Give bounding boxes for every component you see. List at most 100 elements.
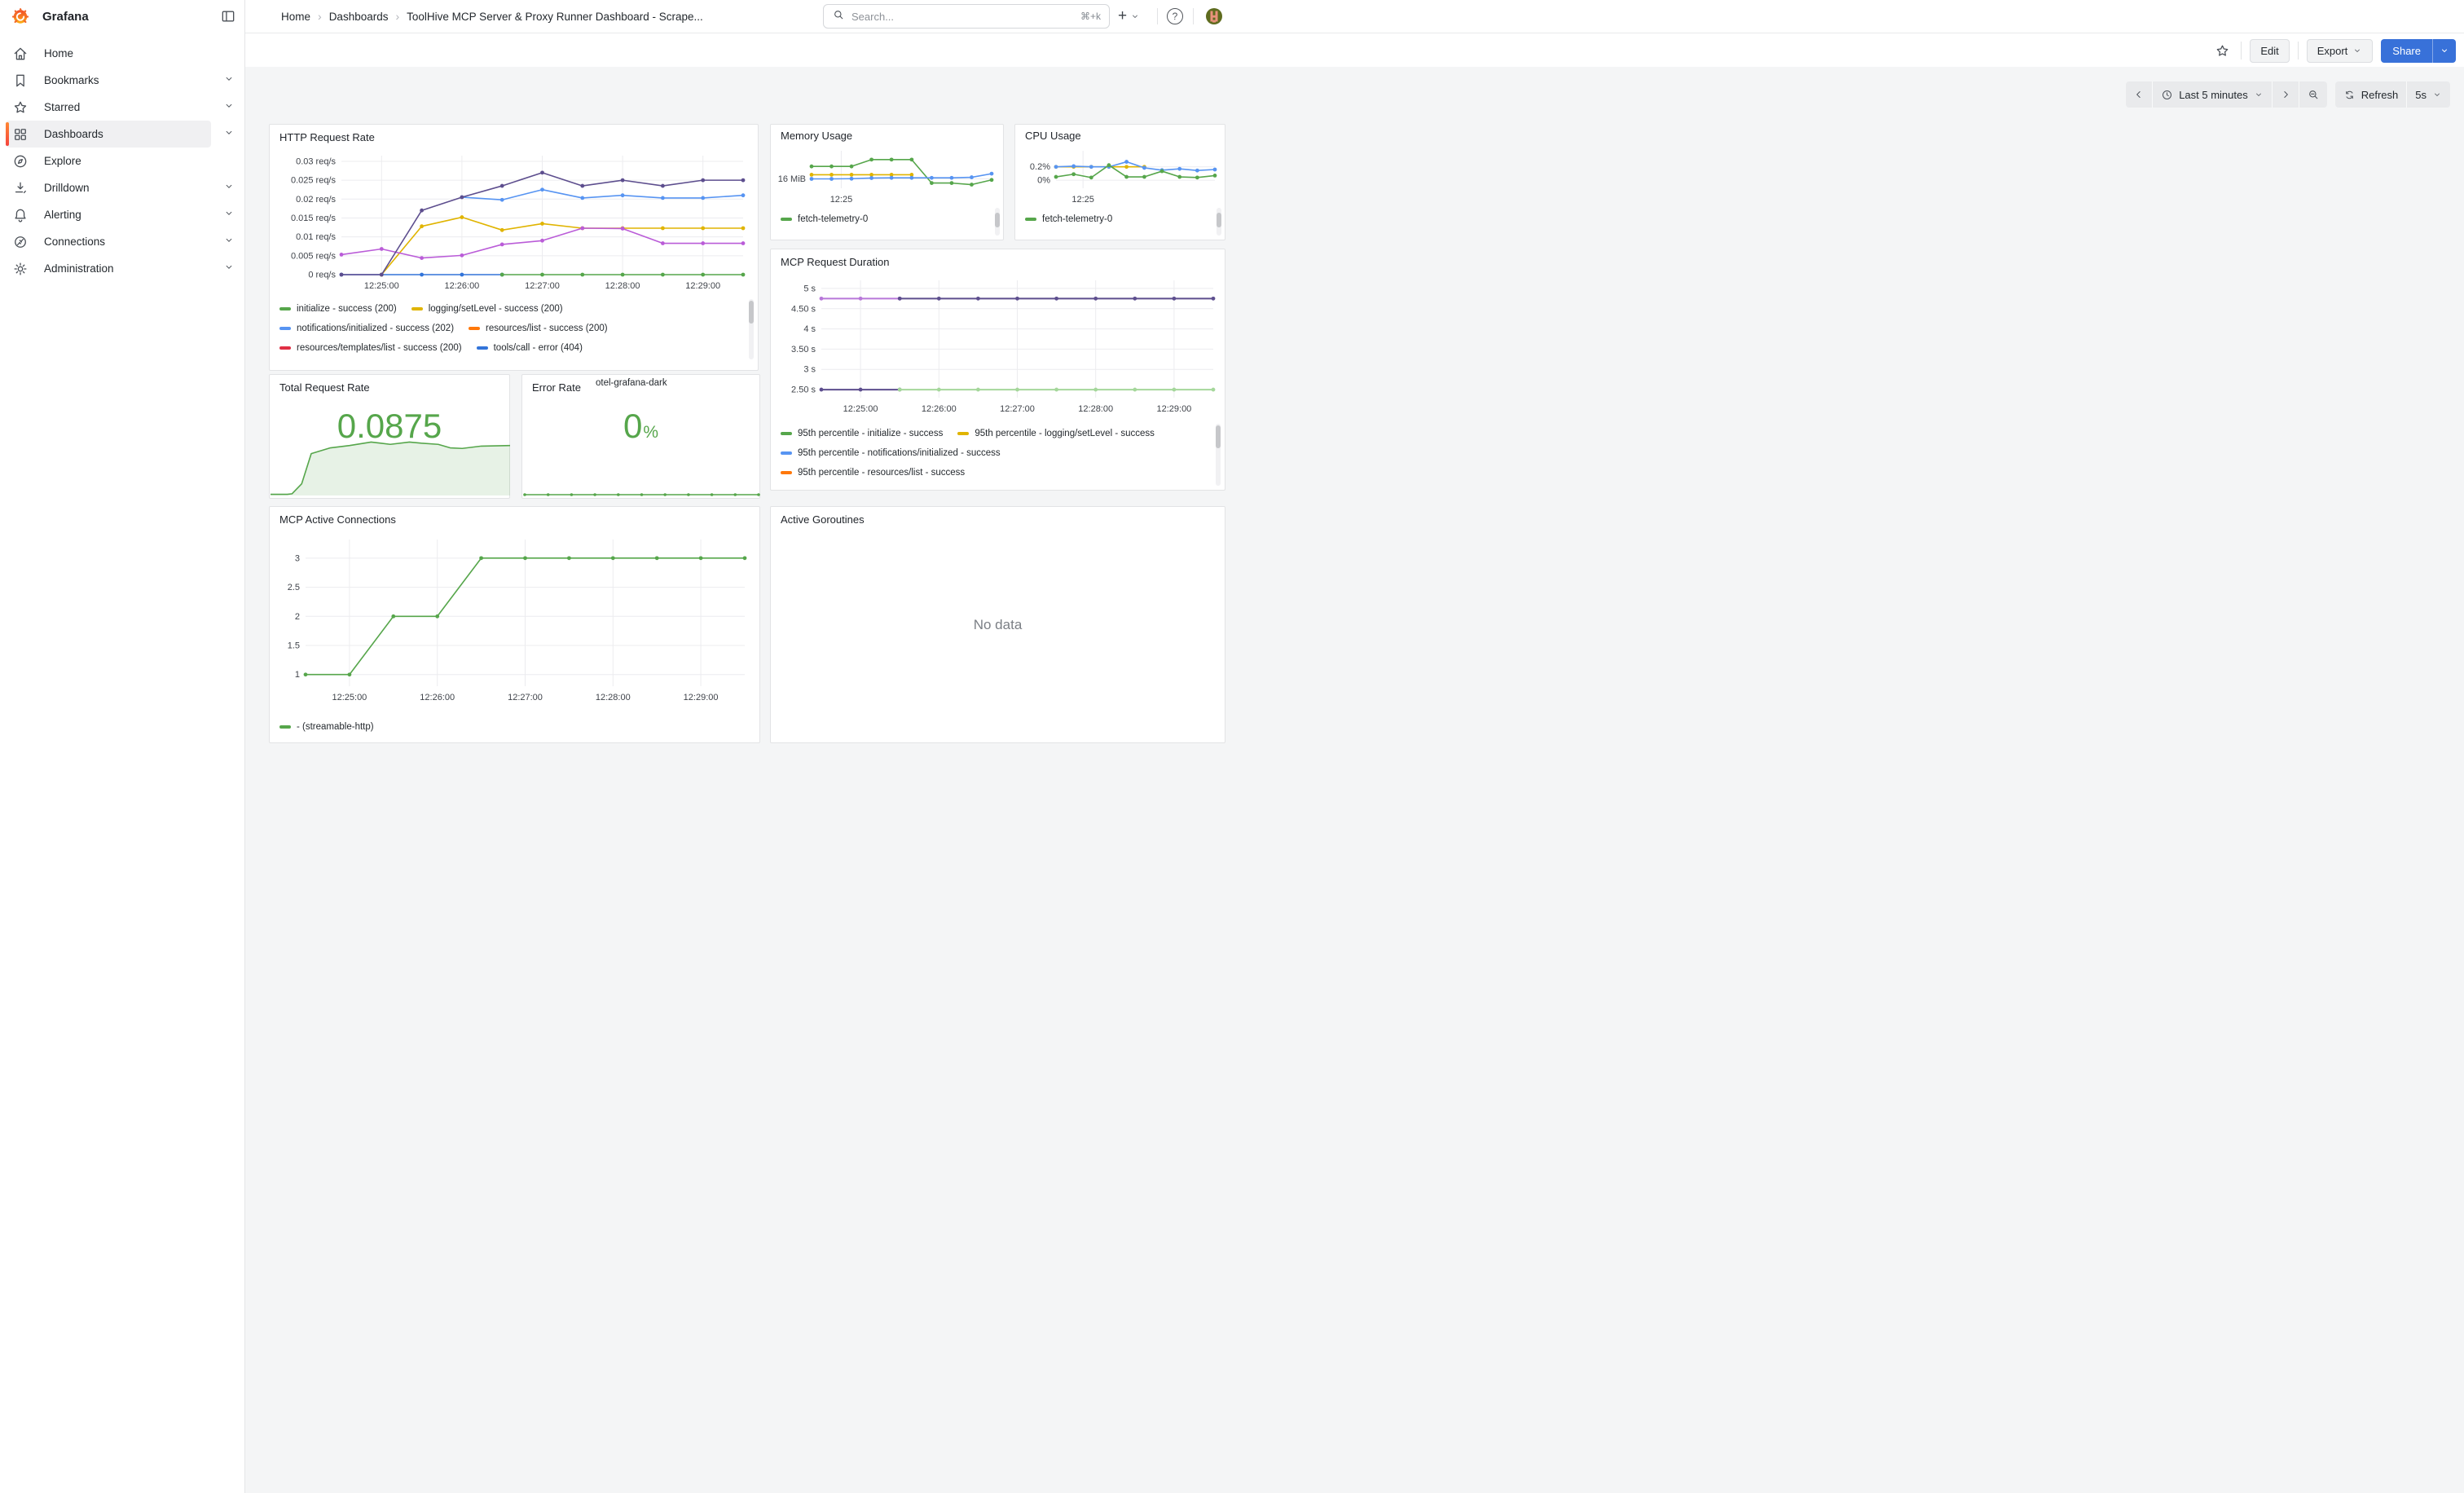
time-shift-back-button[interactable] xyxy=(2126,81,2153,108)
share-dropdown-button[interactable] xyxy=(2432,38,2456,63)
svg-text:0%: 0% xyxy=(1037,176,1050,186)
memory-usage-chart[interactable]: 12:25 16 MiB xyxy=(771,146,1003,208)
svg-text:0.03 req/s: 0.03 req/s xyxy=(296,156,336,166)
breadcrumb-dashboards[interactable]: Dashboards xyxy=(328,10,389,23)
chevron-down-icon xyxy=(1133,15,1138,18)
legend-item[interactable]: logging/setLevel - success (200) xyxy=(411,299,563,319)
search-box[interactable]: ⌘+k xyxy=(823,4,1110,29)
legend-item[interactable]: tools/call - error (404) xyxy=(476,338,583,358)
legend-item[interactable]: 95th percentile - resources/list - succe… xyxy=(781,463,965,482)
legend-item[interactable]: 95th percentile - logging/setLevel - suc… xyxy=(957,424,1155,443)
search-input[interactable] xyxy=(851,10,1080,23)
http-request-rate-chart[interactable]: 12:25:00 12:26:00 12:27:00 12:28:00 12:29:00… xyxy=(270,149,758,297)
breadcrumb-separator: › xyxy=(318,10,322,23)
share-button[interactable]: Share xyxy=(2381,38,2432,63)
legend-item[interactable]: fetch-telemetry-0 xyxy=(781,209,868,229)
legend-item[interactable]: resources/templates/list - success (200) xyxy=(279,338,462,358)
chevron-down-icon[interactable] xyxy=(223,99,235,115)
panel-title[interactable]: MCP Request Duration xyxy=(781,255,890,268)
sidebar-item-label: Drilldown xyxy=(44,182,90,194)
sidebar-item-label: Connections xyxy=(44,236,106,248)
help-icon[interactable]: ? xyxy=(1167,8,1183,24)
mcp-request-duration-chart[interactable]: 12:25:00 12:26:00 12:27:00 12:28:00 12:29:00… xyxy=(771,274,1225,422)
svg-text:5 s: 5 s xyxy=(803,284,816,293)
chevron-down-icon[interactable] xyxy=(223,207,235,222)
sidebar-item-alerting[interactable]: Alerting xyxy=(6,201,211,228)
legend-item[interactable]: resources/list - success (200) xyxy=(469,319,608,338)
sidebar-item-starred[interactable]: Starred xyxy=(6,94,211,121)
svg-text:3 s: 3 s xyxy=(803,365,816,375)
breadcrumb-home[interactable]: Home xyxy=(281,10,311,23)
breadcrumb-separator: › xyxy=(395,10,400,23)
legend-item[interactable]: unknown - success (200) xyxy=(547,358,668,361)
time-shift-forward-button[interactable] xyxy=(2271,81,2299,108)
toolbar-divider xyxy=(2241,42,2242,59)
sidebar-item-dashboards[interactable]: Dashboards xyxy=(6,121,211,148)
legend-item[interactable]: fetch-telemetry-0 xyxy=(1025,209,1112,229)
legend-scrollbar-thumb[interactable] xyxy=(1216,425,1221,448)
grafana-logo[interactable] xyxy=(11,7,30,26)
mcp-active-connections-chart[interactable]: 12:25:00 12:26:00 12:27:00 12:28:00 12:29:00… xyxy=(270,531,759,716)
panel-title[interactable]: HTTP Request Rate xyxy=(279,130,375,143)
sidebar-item-bookmarks[interactable]: Bookmarks xyxy=(6,67,211,94)
zoom-out-button[interactable] xyxy=(2298,81,2327,108)
error-rate-value: 0% xyxy=(623,407,659,446)
legend-scrollbar-track xyxy=(1216,424,1221,486)
sidebar-item-explore[interactable]: Explore xyxy=(6,148,211,174)
panel-error-rate: Error Rate otel-grafana-dark 0% xyxy=(521,374,760,499)
cpu-usage-chart[interactable]: 12:25 0.2% 0% xyxy=(1015,146,1225,208)
refresh-button[interactable]: Refresh xyxy=(2334,81,2407,108)
legend-scrollbar-thumb[interactable] xyxy=(1217,213,1221,227)
legend-scrollbar-thumb[interactable] xyxy=(995,213,1000,227)
favorite-star-icon[interactable] xyxy=(2211,40,2233,61)
panel-title[interactable]: Active Goroutines xyxy=(781,513,865,526)
chevron-right-icon xyxy=(2284,91,2288,98)
panel-title[interactable]: CPU Usage xyxy=(1025,129,1081,142)
legend-item[interactable]: notifications/initialized - success (202… xyxy=(279,319,454,338)
time-range-picker[interactable]: Last 5 minutes xyxy=(2152,81,2272,108)
panel-title[interactable]: Total Request Rate xyxy=(279,381,370,394)
error-rate-sparkline[interactable] xyxy=(523,484,760,497)
svg-text:12:29:00: 12:29:00 xyxy=(1156,404,1191,414)
legend-scrollbar-thumb[interactable] xyxy=(749,301,754,324)
legend-item[interactable]: tools/list - success (200) xyxy=(415,358,532,361)
export-button[interactable]: Export xyxy=(2306,38,2374,63)
svg-text:0.025 req/s: 0.025 req/s xyxy=(291,176,337,186)
chevron-down-icon[interactable] xyxy=(223,180,235,196)
avatar[interactable] xyxy=(1204,7,1224,26)
sidebar-item-drilldown[interactable]: Drilldown xyxy=(6,174,211,201)
legend-item[interactable]: initialize - success (200) xyxy=(279,299,397,319)
chevron-down-icon xyxy=(2355,49,2361,52)
panel-active-goroutines: Active Goroutines No data xyxy=(770,506,1225,743)
sidebar-row-explore: Explore xyxy=(0,148,244,174)
sidebar-item-administration[interactable]: Administration xyxy=(6,255,211,282)
refresh-interval-picker[interactable]: 5s xyxy=(2406,81,2450,108)
sidebar-row-starred: Starred xyxy=(0,94,244,121)
svg-text:2: 2 xyxy=(295,612,300,622)
legend-item[interactable]: 95th percentile - notifications/initiali… xyxy=(781,443,1001,463)
legend-item[interactable]: tools/call - success (200) xyxy=(279,358,400,361)
sidebar-item-connections[interactable]: Connections xyxy=(6,228,211,255)
chevron-down-icon[interactable] xyxy=(223,234,235,249)
sidebar-collapse-icon[interactable] xyxy=(220,8,236,24)
refresh-icon xyxy=(2345,90,2353,99)
sidebar-item-label: Home xyxy=(44,47,74,59)
svg-text:3: 3 xyxy=(295,553,300,563)
panel-title[interactable]: MCP Active Connections xyxy=(279,513,396,526)
chevron-down-icon[interactable] xyxy=(223,73,235,88)
legend-item[interactable]: 95th percentile - resources/templates/li… xyxy=(781,482,1008,486)
toolbar-divider xyxy=(2297,42,2299,59)
svg-text:2.50 s: 2.50 s xyxy=(791,385,816,395)
svg-text:12:26:00: 12:26:00 xyxy=(420,693,455,702)
panel-title[interactable]: Error Rate xyxy=(532,381,581,394)
panel-title[interactable]: Memory Usage xyxy=(781,129,853,142)
chevron-down-icon[interactable] xyxy=(223,126,235,142)
sidebar-item-home[interactable]: Home xyxy=(6,40,211,67)
total-request-rate-sparkline[interactable] xyxy=(270,422,511,497)
add-button[interactable]: + xyxy=(1118,7,1152,26)
edit-button[interactable]: Edit xyxy=(2250,38,2290,63)
chevron-down-icon[interactable] xyxy=(223,261,235,276)
legend-item[interactable]: - (streamable-http) xyxy=(279,717,374,737)
legend-item[interactable]: 95th percentile - initialize - success xyxy=(781,424,943,443)
compass-icon xyxy=(11,152,30,171)
